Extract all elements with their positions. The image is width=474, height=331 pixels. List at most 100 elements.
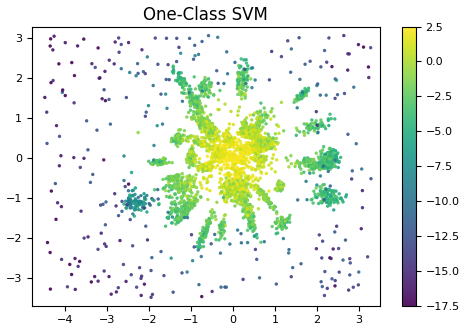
Point xyxy=(233,141,241,147)
Point xyxy=(323,60,330,65)
Point xyxy=(215,153,222,159)
Point xyxy=(300,160,307,165)
Point xyxy=(187,87,195,92)
Point xyxy=(47,36,55,41)
Point xyxy=(238,82,246,88)
Point xyxy=(219,133,227,138)
Point xyxy=(126,194,134,199)
Point xyxy=(188,184,195,189)
Point xyxy=(228,137,236,142)
Point xyxy=(277,188,284,194)
Point xyxy=(220,147,228,152)
Point xyxy=(260,138,267,143)
Point xyxy=(334,150,342,156)
Point xyxy=(238,144,246,150)
Point xyxy=(194,198,201,203)
Point xyxy=(145,103,152,108)
Point xyxy=(272,147,279,152)
Point xyxy=(272,140,280,145)
Point xyxy=(202,142,210,147)
Point xyxy=(262,157,270,163)
Point xyxy=(260,158,267,164)
Point xyxy=(181,208,189,213)
Point xyxy=(320,161,328,166)
Point xyxy=(270,144,278,149)
Point xyxy=(263,139,270,144)
Point xyxy=(319,165,327,170)
Point xyxy=(246,210,254,215)
Point xyxy=(302,90,310,95)
Point xyxy=(225,135,233,140)
Point xyxy=(264,200,272,205)
Point xyxy=(135,195,142,200)
Point xyxy=(237,154,245,159)
Point xyxy=(211,147,219,152)
Point xyxy=(174,173,182,178)
Point xyxy=(226,133,234,139)
Point xyxy=(315,201,322,206)
Point xyxy=(275,178,283,183)
Point xyxy=(201,78,208,83)
Point xyxy=(184,152,192,157)
Point xyxy=(303,157,311,162)
Point xyxy=(301,92,309,97)
Point xyxy=(178,211,185,216)
Point xyxy=(223,191,230,197)
Point xyxy=(299,91,307,96)
Point xyxy=(260,158,268,163)
Point xyxy=(142,201,149,206)
Point xyxy=(168,201,176,207)
Point xyxy=(210,147,218,152)
Point xyxy=(229,157,237,162)
Point xyxy=(189,160,197,165)
Point xyxy=(188,150,196,155)
Point xyxy=(202,141,210,146)
Point xyxy=(267,146,274,151)
Point xyxy=(210,133,217,138)
Point xyxy=(59,90,66,95)
Point xyxy=(324,155,331,161)
Point xyxy=(174,177,182,182)
Point xyxy=(237,151,245,157)
Point xyxy=(322,187,330,192)
Point xyxy=(178,79,185,84)
Point xyxy=(174,177,182,182)
Point xyxy=(246,130,254,135)
Point xyxy=(196,104,203,109)
Point xyxy=(261,110,269,115)
Point xyxy=(279,183,286,189)
Point xyxy=(278,226,286,232)
Point xyxy=(217,153,224,158)
Point xyxy=(205,149,213,154)
Point xyxy=(235,73,243,78)
Point xyxy=(241,150,249,155)
Point xyxy=(198,116,206,121)
Point xyxy=(322,165,330,170)
Point xyxy=(265,77,273,82)
Point xyxy=(202,162,210,167)
Point xyxy=(246,127,254,132)
Point xyxy=(181,128,188,133)
Point xyxy=(216,150,224,156)
Point xyxy=(226,137,233,142)
Point xyxy=(247,155,255,161)
Point xyxy=(262,195,269,200)
Point xyxy=(235,197,242,202)
Point xyxy=(208,166,216,171)
Point xyxy=(127,201,134,206)
Point xyxy=(298,91,306,96)
Point xyxy=(224,151,232,157)
Point xyxy=(235,130,243,136)
Point xyxy=(242,178,250,183)
Point xyxy=(326,146,333,152)
Point xyxy=(157,159,165,165)
Point xyxy=(208,165,216,170)
Point xyxy=(256,187,264,193)
Point xyxy=(182,210,190,215)
Point xyxy=(175,133,183,138)
Point xyxy=(249,128,257,134)
Point xyxy=(201,167,208,172)
Point xyxy=(300,91,308,96)
Point xyxy=(282,217,290,222)
Point xyxy=(232,166,240,172)
